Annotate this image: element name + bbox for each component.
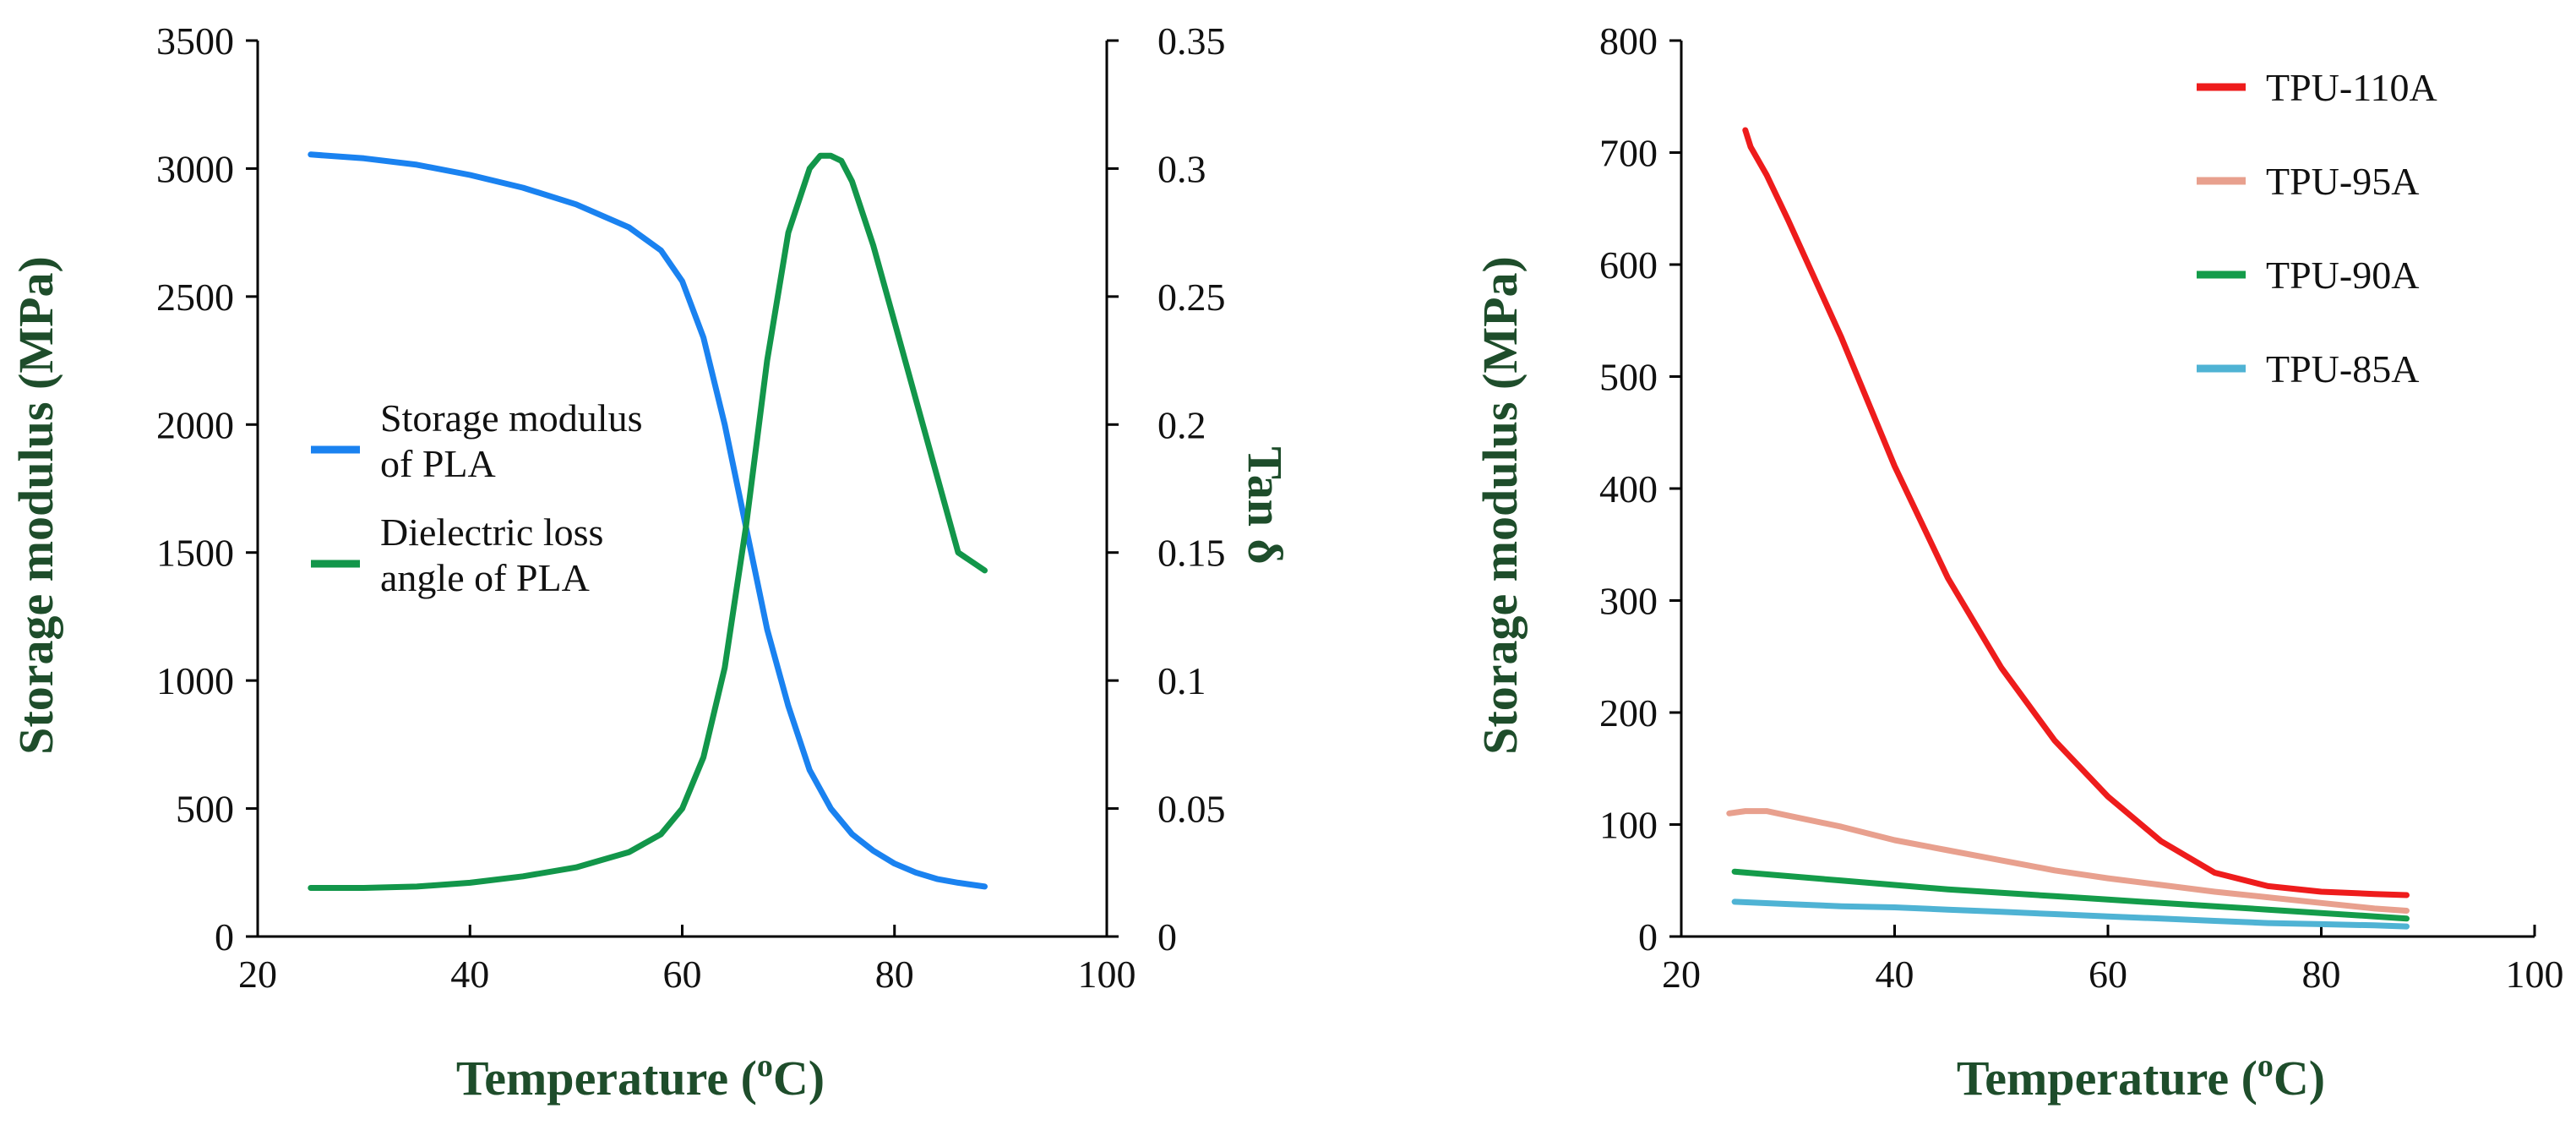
left-y2-tick-label: 0.35 — [1157, 19, 1226, 63]
left-x-tick-label: 40 — [450, 953, 489, 996]
left-y-tick-label: 3000 — [156, 147, 234, 190]
series-line-tpu-85a — [1731, 898, 2410, 930]
left-y-tick-label: 500 — [176, 788, 234, 831]
chart-right-tpu: 20 40 60 80 100 0 100 200 300 400 500 600 700 800 TPU… — [1473, 19, 2564, 1106]
right-y-tick-label: 700 — [1599, 132, 1658, 175]
series-line-tpu-95a — [1726, 808, 2410, 914]
left-x-tick-label: 100 — [1078, 953, 1136, 996]
right-y-tick-label: 200 — [1599, 691, 1658, 735]
left-y2-tick-label: 0.3 — [1157, 147, 1206, 190]
left-x-tick-label: 60 — [663, 953, 702, 996]
right-x-tick-label: 100 — [2506, 953, 2564, 996]
right-chart-legend: TPU-110A TPU-95A TPU-90A TPU-85A — [2197, 66, 2437, 390]
left-chart-axes: 20 40 60 80 10005001000150020002500300035000… — [156, 19, 1226, 996]
legend-label-storage-modulus-of-pla: Storage modulus of PLA — [380, 396, 642, 485]
left-y2-tick-label: 0.05 — [1157, 788, 1226, 831]
left-y2-tick-label: 0.1 — [1157, 659, 1206, 702]
series-line-dielectric-loss-angle-of-pla — [308, 152, 988, 891]
legend-label-tpu-90a: TPU-90A — [2266, 254, 2419, 297]
left-y-tick-label: 2500 — [156, 276, 234, 319]
legend-label-tpu-110a: TPU-110A — [2266, 66, 2437, 109]
legend-label-dielectric-loss-angle-of-pla: Dielectric loss angle of PLA — [380, 511, 603, 599]
right-chart-series — [1726, 127, 2410, 930]
left-y-tick-label: 1500 — [156, 532, 234, 575]
right-x-tick-label: 60 — [2089, 953, 2127, 996]
right-chart-axes: 20 40 60 80 100 0 100 200 300 400 500 600 700 800 — [1599, 19, 2564, 996]
right-x-axis-title: Temperature (oC) — [1957, 1048, 2325, 1106]
series-line-tpu-110a — [1742, 127, 2410, 898]
right-y-tick-label: 300 — [1599, 580, 1658, 623]
left-chart-series — [308, 151, 988, 891]
legend-label-tpu-85a: TPU-85A — [2266, 347, 2419, 390]
right-x-tick-label: 40 — [1876, 953, 1914, 996]
left-x-axis-title: Temperature (oC) — [456, 1048, 825, 1106]
left-y-tick-label: 2000 — [156, 403, 234, 446]
right-y-tick-label: 600 — [1599, 243, 1658, 287]
left-y-tick-label: 1000 — [156, 659, 234, 702]
right-y-tick-label: 100 — [1599, 804, 1658, 847]
right-x-tick-label: 20 — [1662, 953, 1701, 996]
left-y2-tick-label: 0.25 — [1157, 276, 1226, 319]
left-chart-legend: Storage modulus of PLA Dielectric loss angl… — [311, 396, 642, 599]
left-y2-tick-label: 0 — [1157, 915, 1177, 958]
right-y-tick-label: 500 — [1599, 356, 1658, 399]
left-x-tick-label: 80 — [875, 953, 914, 996]
left-y-tick-label: 0 — [215, 915, 234, 958]
left-y2-tick-label: 0.2 — [1157, 403, 1206, 446]
right-y-axis-title: Storage modulus (MPa) — [1473, 256, 1528, 755]
legend-label-tpu-95a: TPU-95A — [2266, 160, 2419, 203]
right-x-tick-label: 80 — [2302, 953, 2341, 996]
left-y-tick-label: 3500 — [156, 19, 234, 63]
left-y2-axis-title: Tan δ — [1238, 446, 1293, 564]
right-y-tick-label: 400 — [1599, 467, 1658, 511]
right-y-tick-label: 0 — [1638, 915, 1658, 958]
left-y2-tick-label: 0.15 — [1157, 532, 1226, 575]
chart-left-pla: 20 40 60 80 10005001000150020002500300035000… — [8, 19, 1293, 1106]
left-x-tick-label: 20 — [238, 953, 277, 996]
series-line-tpu-90a — [1731, 868, 2410, 922]
left-y-axis-title: Storage modulus (MPa) — [8, 256, 63, 755]
right-y-tick-label: 800 — [1599, 19, 1658, 63]
